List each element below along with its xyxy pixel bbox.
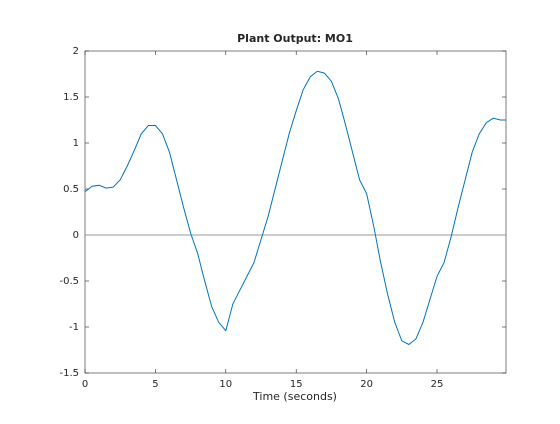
y-tick-label: 1	[73, 138, 79, 149]
data-line	[84, 70, 506, 346]
x-tick-label: 25	[431, 379, 444, 390]
y-tick-label: 2	[73, 46, 79, 57]
x-tick-label: 0	[82, 379, 88, 390]
y-tick-label: -0.5	[59, 276, 79, 287]
y-tick-label: -1.5	[59, 368, 79, 379]
chart-title: Plant Output: MO1	[237, 32, 353, 45]
y-tick-label: 0.5	[63, 184, 79, 195]
x-axis-label: Time (seconds)	[252, 390, 337, 403]
x-tick-label: 10	[219, 379, 232, 390]
x-tick-label: 5	[152, 379, 158, 390]
x-tick-label: 15	[290, 379, 303, 390]
y-tick-label: 1.5	[63, 92, 79, 103]
plot-box	[84, 50, 507, 374]
y-tick-label: -1	[69, 322, 79, 333]
y-tick-label: 0	[73, 230, 79, 241]
x-tick-label: 20	[360, 379, 373, 390]
